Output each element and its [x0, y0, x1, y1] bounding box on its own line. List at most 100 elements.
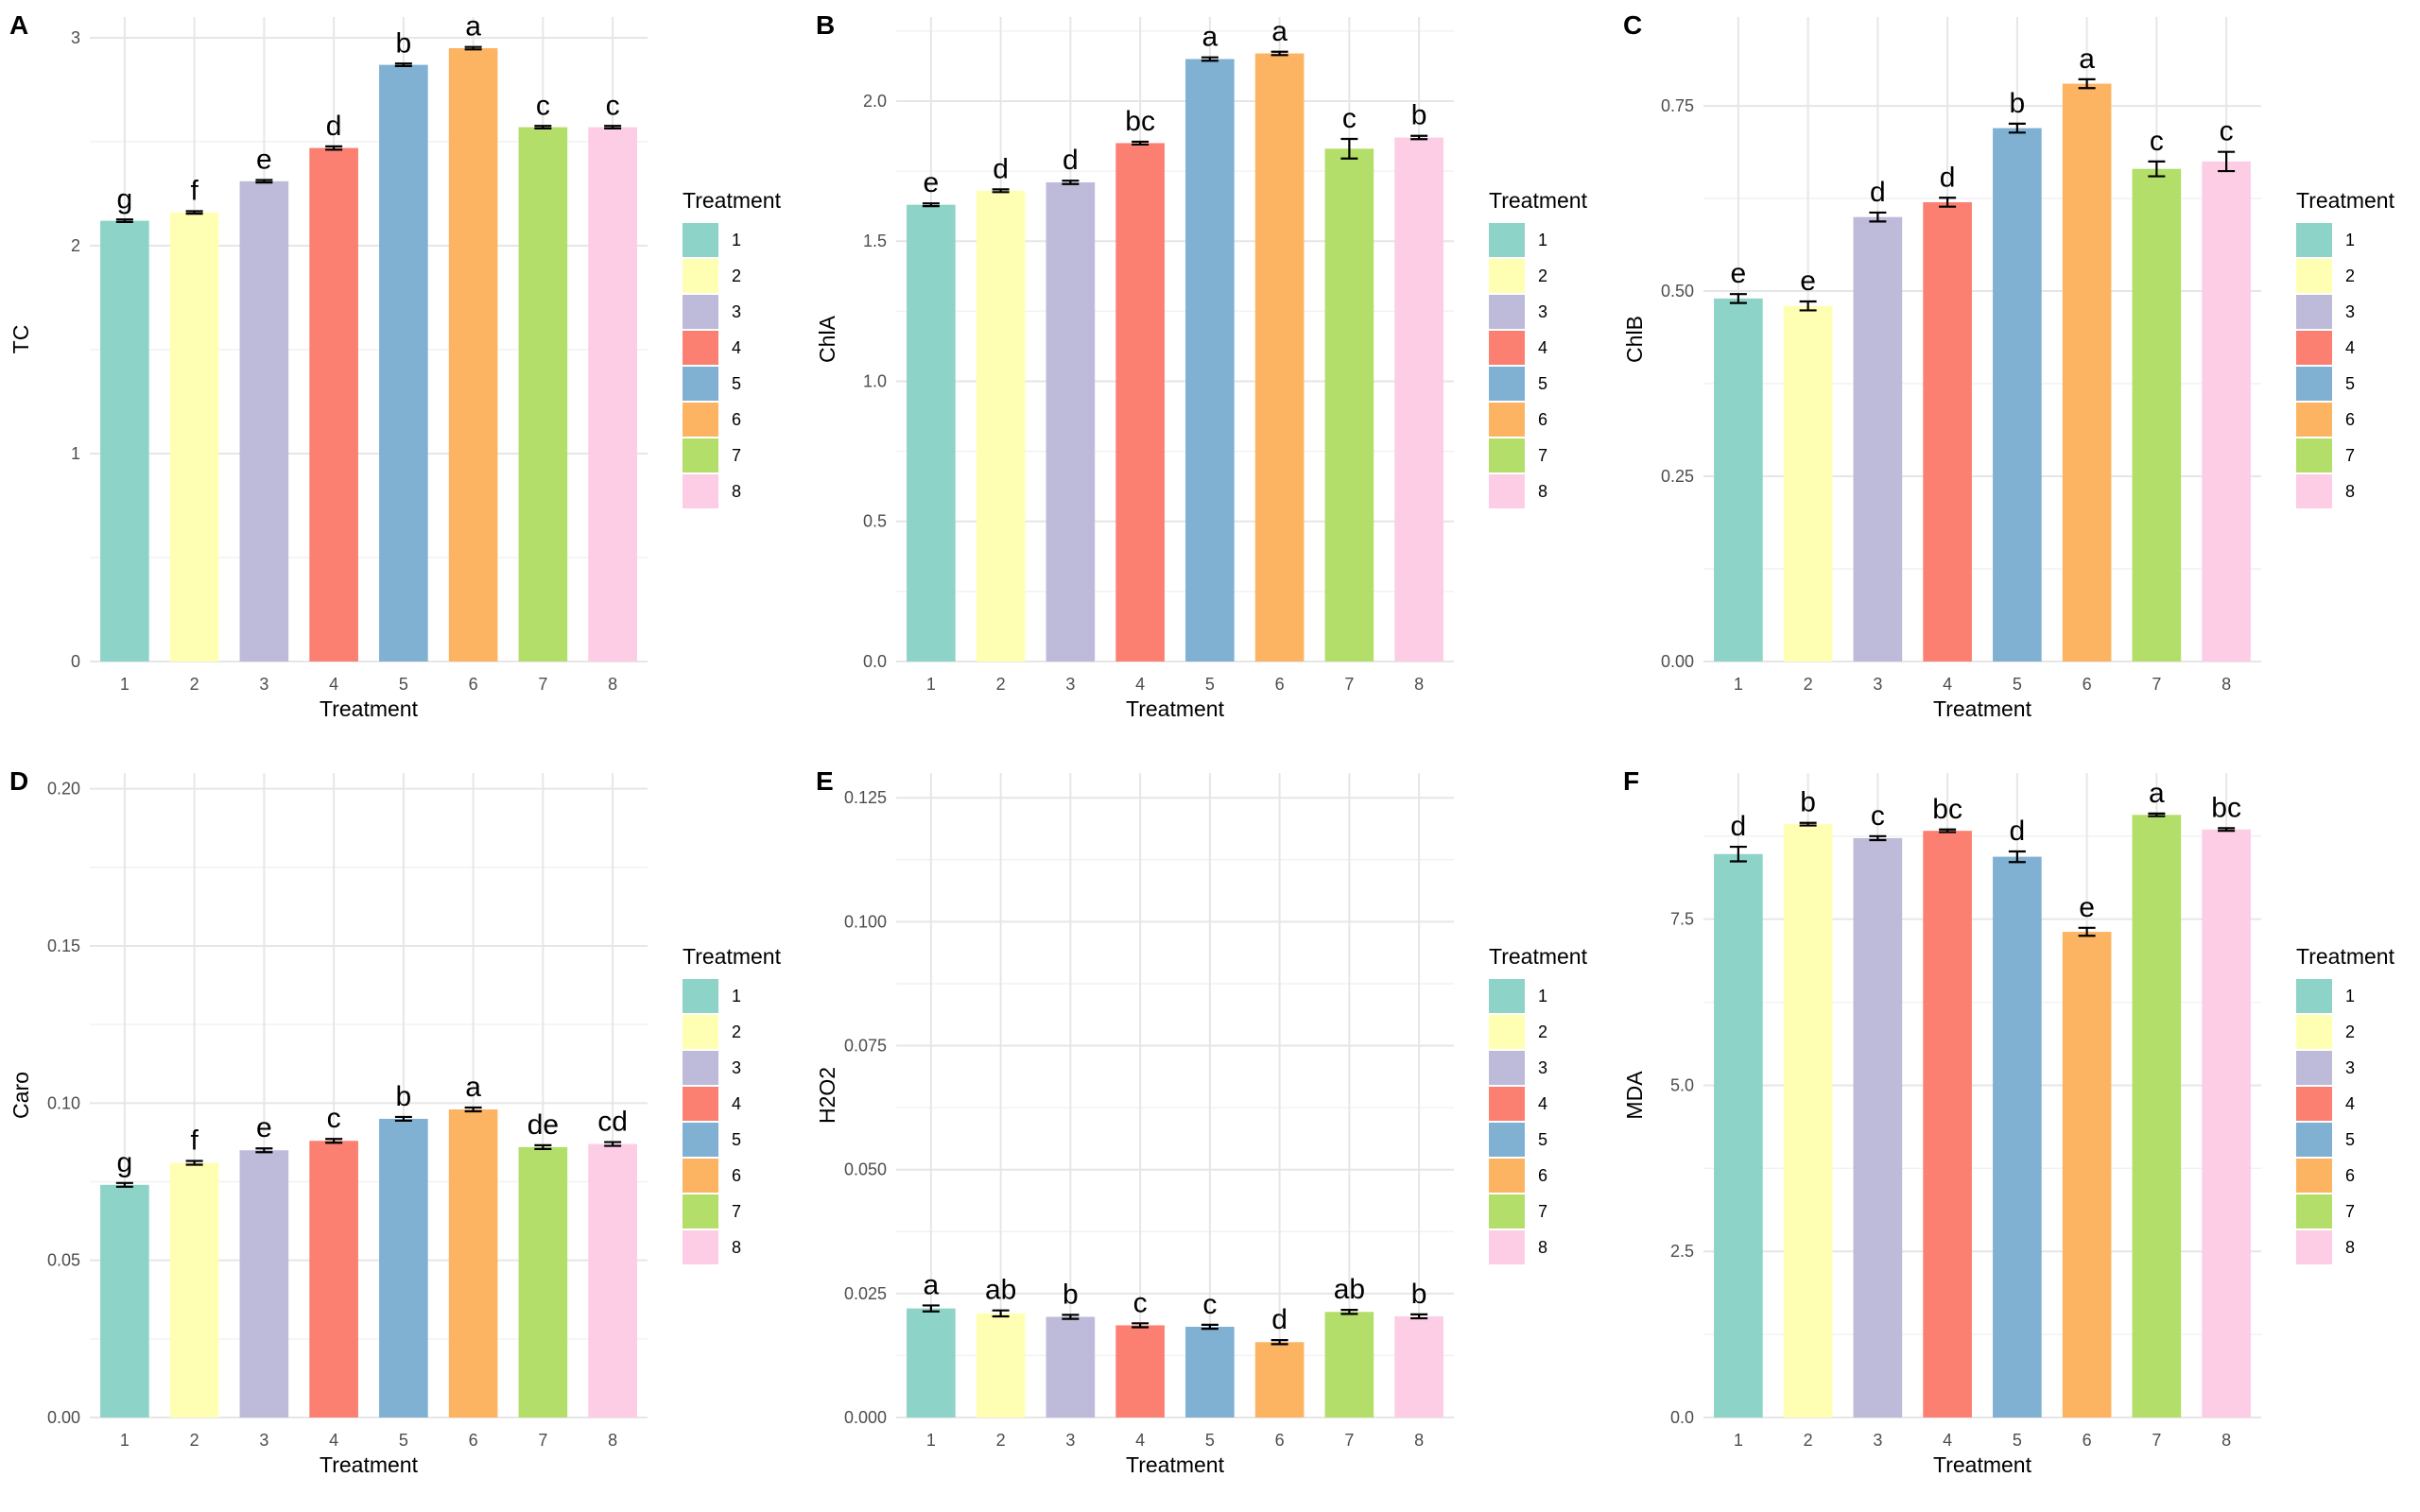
x-tick-label: 3 — [259, 675, 268, 694]
legend-swatch-3 — [2296, 295, 2332, 329]
error-bar — [534, 125, 552, 130]
y-tick-label: 0.050 — [844, 1160, 887, 1179]
x-axis-title: Treatment — [1933, 1452, 2032, 1477]
significance-letter: bc — [1125, 106, 1155, 137]
y-tick-label: 1 — [71, 444, 80, 463]
significance-letter: bc — [2211, 792, 2241, 823]
y-tick-label: 1.0 — [863, 371, 887, 390]
x-tick-label: 8 — [1414, 675, 1424, 694]
legend-label: 8 — [1538, 482, 1547, 501]
y-tick-label: 0.0 — [863, 652, 887, 671]
legend-label: 5 — [732, 1130, 741, 1149]
significance-letter: a — [1271, 16, 1288, 47]
bar-1 — [1714, 298, 1763, 662]
error-bar — [604, 1141, 622, 1147]
legend-label: 7 — [1538, 1202, 1547, 1221]
bar-1 — [100, 1184, 149, 1418]
legend-swatch-3 — [683, 1051, 718, 1085]
legend-label: 1 — [732, 231, 741, 249]
chart-svg: g f e d b a c c 0 1 2 3 1 2 3 4 5 6 7 8 Treatment TC A Treatmen… — [9, 10, 782, 721]
x-tick-label: 1 — [1734, 675, 1743, 694]
x-tick-label: 8 — [2221, 675, 2231, 694]
legend-swatch-5 — [683, 367, 718, 401]
y-tick-label: 0.0 — [1670, 1408, 1694, 1427]
significance-letter: f — [190, 1125, 199, 1157]
bar-4 — [1923, 201, 1972, 662]
legend-label: 4 — [2345, 1094, 2355, 1113]
legend-label: 4 — [1538, 1094, 1547, 1113]
legend-swatch-8 — [2296, 1230, 2332, 1264]
legend-swatch-6 — [1489, 403, 1525, 437]
significance-letter: c — [2220, 116, 2234, 147]
legend-label: 6 — [1538, 1166, 1547, 1185]
significance-letter: c — [327, 1103, 341, 1134]
x-tick-label: 4 — [1943, 1431, 1952, 1450]
error-bar — [992, 1309, 1010, 1318]
bar-5 — [1993, 128, 2042, 662]
error-bar — [1270, 50, 1288, 57]
legend-swatch-1 — [683, 223, 718, 257]
x-tick-label: 4 — [329, 675, 338, 694]
legend-swatch-7 — [2296, 438, 2332, 472]
legend-label: 3 — [2345, 1058, 2355, 1077]
significance-letter: c — [536, 90, 550, 121]
error-bar — [922, 202, 940, 208]
error-bar — [325, 145, 343, 151]
x-tick-label: 1 — [926, 1431, 936, 1450]
legend-swatch-3 — [683, 295, 718, 329]
significance-letter: d — [1940, 162, 1956, 193]
significance-letter: ab — [1334, 1274, 1365, 1305]
bar-1 — [907, 204, 956, 662]
bar-3 — [1046, 181, 1096, 662]
legend-label: 3 — [732, 1058, 741, 1077]
bar-6 — [448, 1108, 498, 1418]
legend-label: 2 — [1538, 1022, 1547, 1041]
significance-letter: c — [1342, 103, 1357, 134]
legend-label: 4 — [732, 1094, 741, 1113]
bar-8 — [2202, 829, 2251, 1418]
error-bar — [534, 1143, 552, 1150]
legend-swatch-7 — [683, 438, 718, 472]
y-tick-label: 0.10 — [47, 1093, 80, 1112]
y-tick-label: 2.0 — [863, 92, 887, 111]
legend-label: 4 — [732, 338, 741, 357]
error-bar — [1201, 1323, 1219, 1331]
legend-label: 6 — [732, 1166, 741, 1185]
x-tick-label: 4 — [1943, 675, 1952, 694]
bar-2 — [169, 1162, 219, 1418]
error-bar — [1799, 821, 1817, 827]
legend-label: 5 — [1538, 1130, 1547, 1149]
y-tick-label: 0.5 — [863, 512, 887, 531]
error-bar — [2218, 827, 2236, 833]
significance-letter: g — [117, 183, 133, 215]
error-bar — [1132, 1322, 1150, 1329]
significance-letter: e — [256, 144, 272, 175]
legend-label: 5 — [2345, 374, 2355, 393]
significance-letter: e — [2079, 892, 2095, 923]
legend-label: 1 — [732, 987, 741, 1005]
x-tick-label: 8 — [2221, 1431, 2231, 1450]
x-axis-title: Treatment — [320, 1452, 419, 1477]
x-tick-label: 3 — [1065, 1431, 1075, 1450]
y-tick-label: 0.20 — [47, 780, 80, 799]
error-bar — [922, 1304, 940, 1313]
panel-label: F — [1623, 766, 1639, 796]
significance-letter: d — [326, 111, 342, 142]
legend-label: 2 — [1538, 266, 1547, 285]
legend-label: 2 — [2345, 1022, 2355, 1041]
significance-letter: c — [1133, 1287, 1148, 1318]
error-bar — [255, 179, 273, 184]
y-axis-title: TC — [9, 325, 33, 354]
significance-letter: e — [1731, 258, 1747, 289]
y-tick-label: 0.75 — [1661, 96, 1694, 115]
chart-svg: e e d d b a c c 0.00 0.25 0.50 0.75 1 2 3 4 5 6 7 8 Treatmen… — [1622, 10, 2395, 721]
bar-5 — [1185, 59, 1235, 662]
y-tick-label: 0 — [71, 652, 80, 671]
bar-3 — [1046, 1316, 1096, 1418]
x-tick-label: 8 — [608, 675, 617, 694]
legend-swatch-8 — [1489, 474, 1525, 508]
x-tick-label: 2 — [1804, 1431, 1813, 1450]
x-tick-label: 6 — [1275, 675, 1285, 694]
